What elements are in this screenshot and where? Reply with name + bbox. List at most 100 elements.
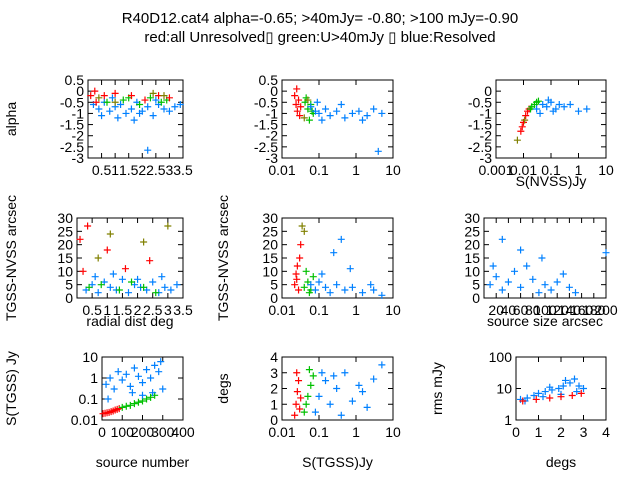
x-tick-label: 80 xyxy=(525,302,541,318)
y-tick-label: 15 xyxy=(57,250,73,266)
data-point xyxy=(122,370,130,378)
y-tick-label: 25 xyxy=(262,223,278,239)
data-point xyxy=(121,265,129,273)
x-tick-label: 2.5 xyxy=(146,162,166,178)
data-point xyxy=(315,278,323,286)
y-tick-label: 25 xyxy=(464,223,480,239)
x-tick-label: 3.5 xyxy=(173,302,193,318)
data-point xyxy=(126,401,134,409)
y-tick-label: 30 xyxy=(262,210,278,226)
scatter-panel-6: 20406080100120140160180200051015202530so… xyxy=(464,210,617,329)
data-point xyxy=(535,289,543,297)
data-point xyxy=(146,257,154,265)
panel-grid: 0.5 1 1.5 2 2.5 3 3.50.50-0.5-1-1.5-2-2.5-3alp… xyxy=(3,72,618,470)
data-point xyxy=(337,411,345,419)
data-point xyxy=(326,400,334,408)
data-point xyxy=(157,358,165,366)
data-point xyxy=(300,283,308,291)
y-tick-label: -2 xyxy=(72,128,85,144)
data-point xyxy=(76,235,84,243)
data-point xyxy=(566,101,574,109)
data-point xyxy=(575,107,582,115)
data-point xyxy=(363,112,371,120)
series-red xyxy=(76,222,154,275)
data-point xyxy=(322,283,330,291)
data-point xyxy=(322,377,330,385)
series-red xyxy=(99,405,123,418)
data-point xyxy=(370,286,378,294)
data-point xyxy=(486,281,494,289)
x-tick-label: 160 xyxy=(570,302,594,318)
data-point xyxy=(326,112,334,120)
x-tick-label: 100 xyxy=(533,302,557,318)
data-point xyxy=(318,270,326,278)
data-point xyxy=(378,109,386,117)
data-point xyxy=(146,94,154,102)
x-tick-label: 60 xyxy=(513,302,529,318)
data-point xyxy=(171,103,179,111)
y-axis-label: rms mJy xyxy=(429,362,445,415)
y-tick-label: 0.5 xyxy=(259,72,279,88)
figure-title-line-2: red:all Unresolved▯ green:U>40mJy ▯ blue… xyxy=(144,29,495,46)
data-point xyxy=(91,273,99,281)
y-tick-label: 30 xyxy=(57,210,73,226)
data-point xyxy=(302,400,310,408)
data-point xyxy=(333,107,341,115)
data-point xyxy=(318,369,326,377)
series-red xyxy=(291,241,305,294)
data-point xyxy=(302,267,310,275)
x-tick-label: 0 xyxy=(512,424,520,440)
y-tick-label: 15 xyxy=(262,250,278,266)
data-point xyxy=(305,366,313,374)
y-tick-label: -3 xyxy=(266,150,279,166)
data-point xyxy=(159,385,167,393)
data-point xyxy=(102,380,110,388)
data-point xyxy=(572,289,579,297)
data-point xyxy=(151,361,159,369)
data-point xyxy=(84,222,92,230)
data-point xyxy=(559,382,567,390)
data-point xyxy=(98,112,106,120)
data-point xyxy=(126,382,134,390)
y-tick-label: 10 xyxy=(496,381,512,397)
y-tick-label: 10 xyxy=(464,263,480,279)
data-point xyxy=(519,397,527,405)
data-point xyxy=(318,116,326,124)
x-tick-label: 100 xyxy=(111,424,135,440)
y-tick-label: 5 xyxy=(270,277,278,293)
y-tick-label: 30 xyxy=(464,210,480,226)
x-axis-label: S(NVSS)Jy xyxy=(516,173,587,189)
y-tick-label: -0.5 xyxy=(468,94,492,110)
data-point xyxy=(571,375,578,383)
x-tick-label: 3 xyxy=(164,302,172,318)
data-point xyxy=(128,389,136,397)
data-point xyxy=(549,107,557,115)
series-blue xyxy=(102,358,167,403)
data-point xyxy=(141,96,149,104)
y-tick-label: 0 xyxy=(65,290,73,306)
y-tick-label: 0 xyxy=(270,290,278,306)
data-point xyxy=(309,372,317,380)
data-point xyxy=(95,94,103,102)
data-point xyxy=(122,402,130,410)
data-point xyxy=(139,379,146,387)
data-point xyxy=(122,109,130,117)
x-tick-label: 180 xyxy=(582,302,606,318)
data-point xyxy=(140,238,148,246)
data-point xyxy=(305,289,313,297)
series-red xyxy=(291,85,305,120)
data-point xyxy=(348,283,356,291)
data-point xyxy=(293,262,301,270)
y-axis-label: S(TGSS) Jy xyxy=(3,351,19,426)
data-point xyxy=(152,96,160,104)
data-point xyxy=(130,364,138,372)
data-point xyxy=(103,98,111,106)
data-point xyxy=(152,289,160,297)
series-green xyxy=(300,366,317,416)
x-tick-label: 10 xyxy=(598,162,614,178)
data-point xyxy=(134,275,142,283)
x-tick-label: 1.5 xyxy=(119,162,139,178)
x-tick-label: 400 xyxy=(171,424,195,440)
